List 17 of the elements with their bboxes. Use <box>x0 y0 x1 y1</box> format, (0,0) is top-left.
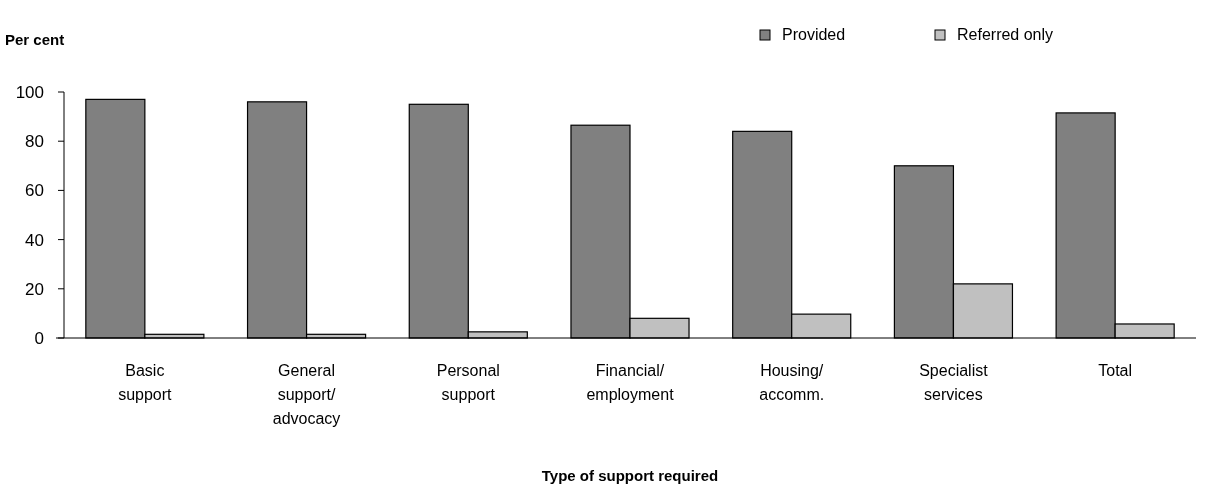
x-tick-label: General support/ advocacy <box>272 362 341 427</box>
x-tick-label: Personal support <box>436 362 500 403</box>
y-axis-title: Per cent <box>5 31 65 48</box>
x-tick-label: Specialist services <box>919 362 989 403</box>
x-axis-title: Type of support required <box>541 467 719 484</box>
x-tick-label: Financial/ employment <box>586 362 675 403</box>
x-tick-label: Basic support <box>118 362 173 403</box>
y-tick-label: 80 <box>25 132 44 152</box>
x-tick-label: Housing/ accomm. <box>759 362 825 403</box>
legend-label: Provided <box>782 26 846 43</box>
x-tick-label: Total <box>1098 362 1133 379</box>
y-tick-label: 40 <box>25 230 44 250</box>
legend-label: Referred only <box>957 26 1054 43</box>
y-tick-label: 60 <box>25 181 44 201</box>
y-tick-label: 20 <box>25 279 44 299</box>
y-tick-label: 0 <box>34 328 44 348</box>
y-tick-label: 100 <box>15 82 44 102</box>
